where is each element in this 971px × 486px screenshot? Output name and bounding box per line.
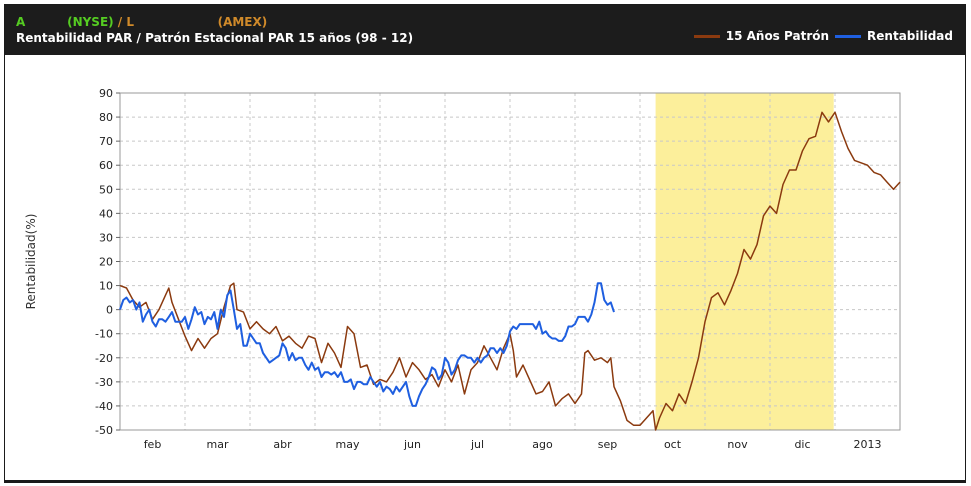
symbol-separator: / xyxy=(113,15,127,29)
bottom-border xyxy=(4,480,966,483)
x-tick-label: dic xyxy=(794,438,810,451)
exchange-a: (NYSE) xyxy=(67,15,114,29)
legend-item-pattern[interactable]: 15 Años Patrón xyxy=(693,29,830,43)
legend-label-pattern: 15 Años Patrón xyxy=(725,29,830,43)
symbol-a: A xyxy=(16,15,26,29)
y-tick-label: -50 xyxy=(95,424,113,437)
series-line-pattern xyxy=(119,111,901,431)
line-chart: -50 -40 -30 -20 -10 0 10 20 30 40 50 60 70 80 90 feb mar… xyxy=(24,87,901,451)
series-line-return xyxy=(119,282,615,407)
x-tick-label: abr xyxy=(273,438,292,451)
y-tick-label: 70 xyxy=(99,135,113,148)
y-tick-label: 50 xyxy=(99,183,113,196)
x-tick-label: mar xyxy=(207,438,229,451)
y-tick-label: -40 xyxy=(95,400,113,413)
x-tick-label: 2013 xyxy=(854,438,882,451)
x-tick-label: feb xyxy=(144,438,162,451)
legend-swatch-return xyxy=(835,34,862,38)
chart-legend: 15 Años Patrón Rentabilidad xyxy=(688,29,953,43)
y-tick-label: -10 xyxy=(95,328,113,341)
x-tick-label: oct xyxy=(664,438,682,451)
symbol-b: L xyxy=(126,15,135,29)
x-tick-label: sep xyxy=(598,438,617,451)
y-tick-label: 0 xyxy=(106,304,113,317)
x-tick-label: nov xyxy=(727,438,748,451)
ticker-line: A (NYSE) / L (AMEX) xyxy=(16,15,267,29)
y-tick-label: 80 xyxy=(99,111,113,124)
legend-swatch-pattern xyxy=(693,34,720,38)
y-tick-label: 10 xyxy=(99,280,113,293)
x-tick-label: jul xyxy=(470,438,484,451)
x-tick-label: jun xyxy=(403,438,421,451)
y-tick-label: 40 xyxy=(99,207,113,220)
x-tick-label: may xyxy=(336,438,360,451)
y-tick-label: -20 xyxy=(95,352,113,365)
legend-item-return[interactable]: Rentabilidad xyxy=(835,29,953,43)
y-tick-label: 60 xyxy=(99,159,113,172)
y-axis-label: Rentabilidad(%) xyxy=(24,214,38,310)
chart-widget: A (NYSE) / L (AMEX) Rentabilidad PAR / P… xyxy=(4,4,966,481)
y-tick-label: 20 xyxy=(99,256,113,269)
legend-label-return: Rentabilidad xyxy=(867,29,953,43)
chart-subtitle: Rentabilidad PAR / Patrón Estacional PAR… xyxy=(16,31,414,45)
exchange-b: (AMEX) xyxy=(217,15,268,29)
x-tick-label: ago xyxy=(532,438,553,451)
chart-header: A (NYSE) / L (AMEX) Rentabilidad PAR / P… xyxy=(5,5,965,55)
y-tick-label: 30 xyxy=(99,231,113,244)
y-tick-label: 90 xyxy=(99,87,113,100)
y-tick-label: -30 xyxy=(95,376,113,389)
